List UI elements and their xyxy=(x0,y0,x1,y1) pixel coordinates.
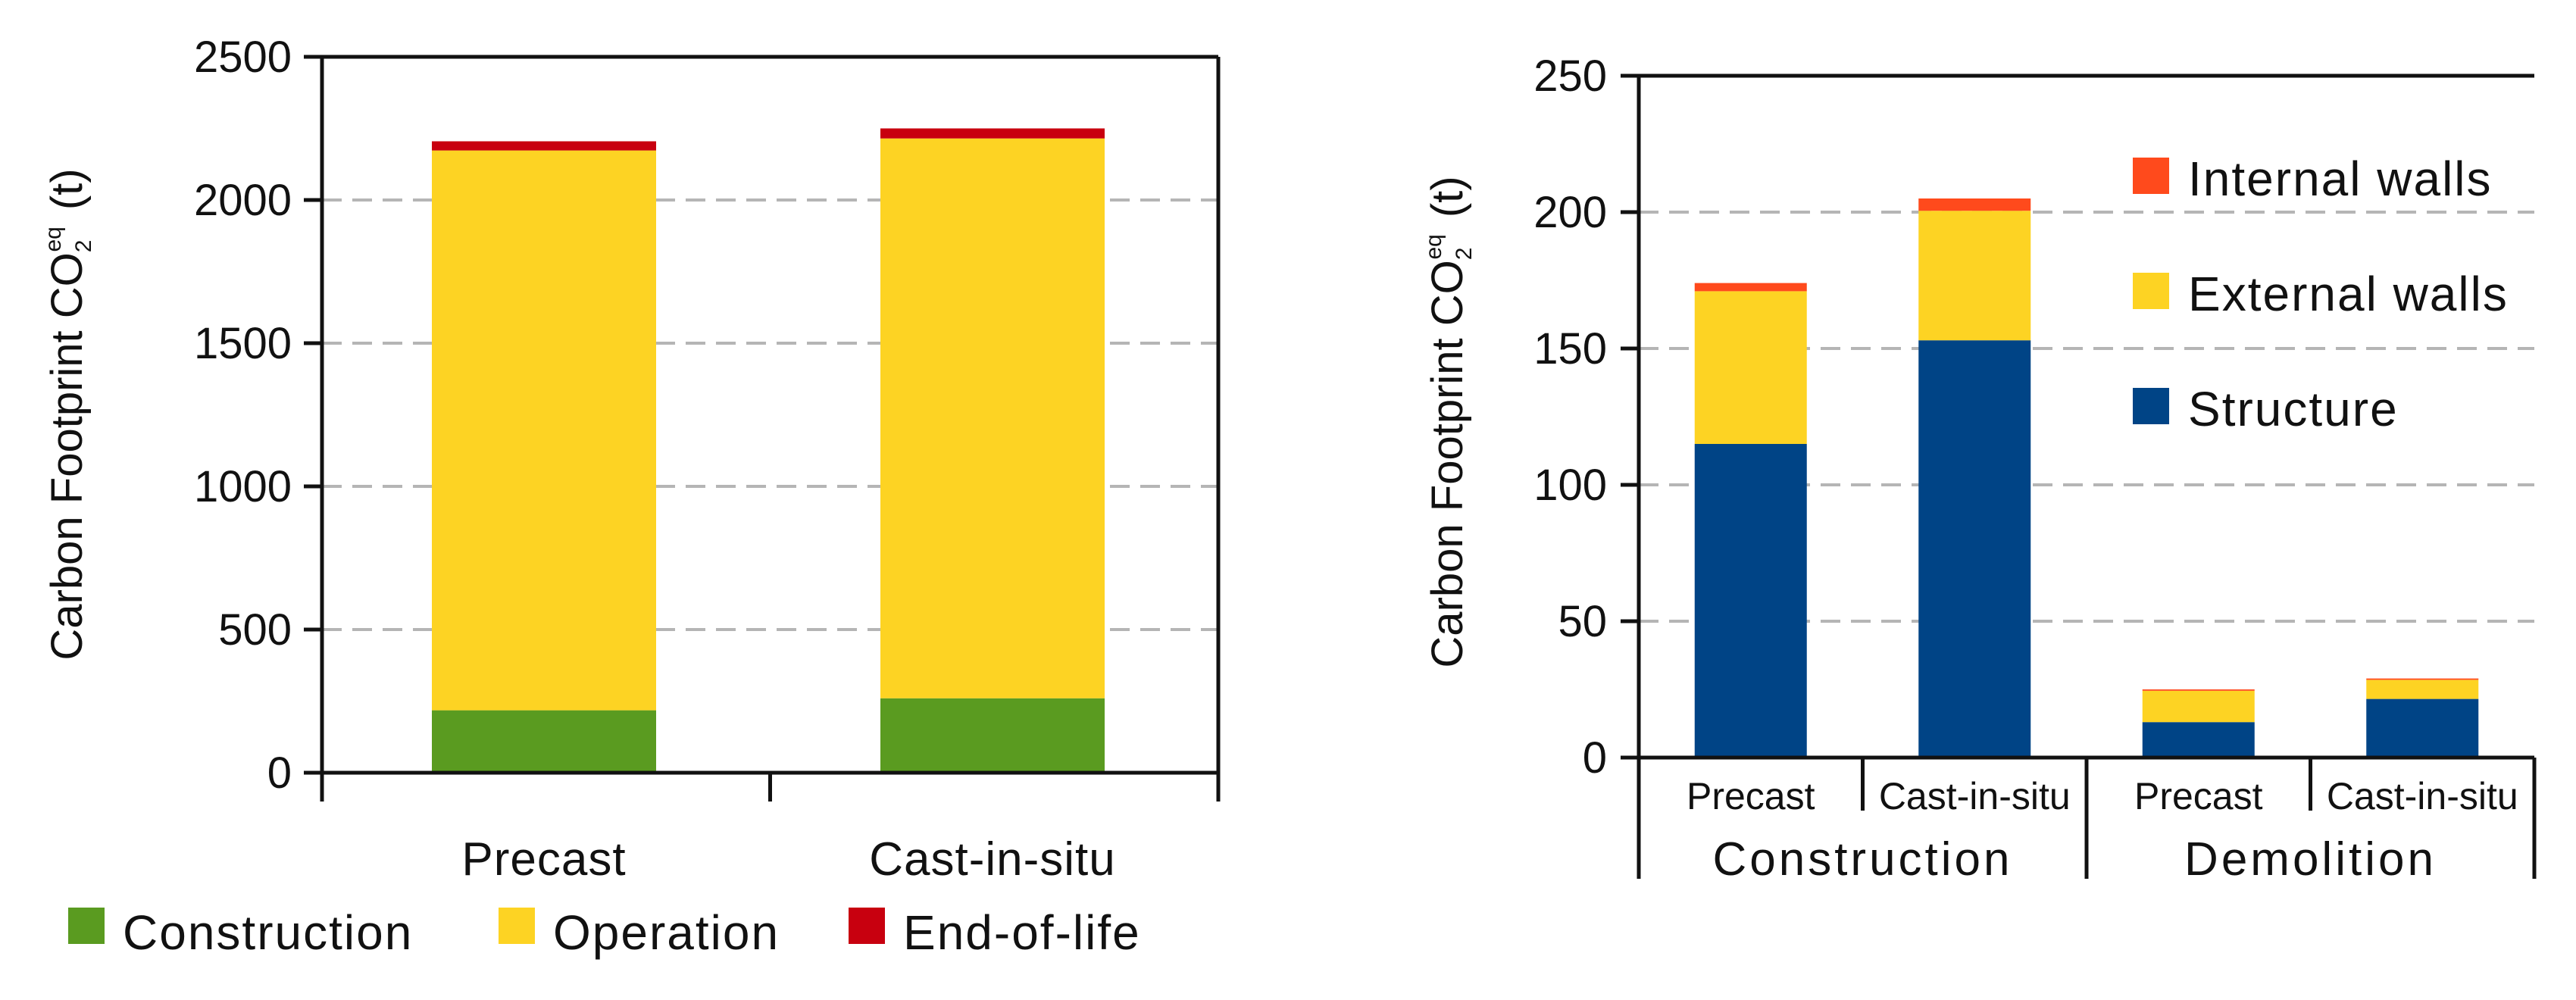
y-tick-label: 150 xyxy=(1533,324,1607,373)
x-category-label: Precast xyxy=(461,833,626,886)
x-category-label: Precast xyxy=(2134,775,2263,817)
bar-internal-walls-1 xyxy=(1918,198,2031,211)
bar-operation-precast xyxy=(432,150,656,711)
bar-structure-3 xyxy=(2366,698,2479,758)
x-category-label: Cast-in-situ xyxy=(2327,775,2518,817)
bar-construction-precast xyxy=(432,710,656,773)
legend-swatch-internal-walls xyxy=(2133,158,2169,194)
bar-external-walls-1 xyxy=(1918,211,2031,341)
y-tick-label: 0 xyxy=(1583,733,1607,783)
x-category-label: Precast xyxy=(1687,775,1815,817)
y-tick-label: 2000 xyxy=(194,176,292,225)
legend-swatch-end-of-life xyxy=(849,908,885,944)
legend-swatch-structure xyxy=(2133,388,2169,424)
legend-label-internal-walls: Internal walls xyxy=(2188,152,2493,206)
y-tick-label: 1500 xyxy=(194,319,292,368)
bar-end-of-life-precast xyxy=(432,141,656,151)
y-tick-label: 2500 xyxy=(194,33,292,82)
y-tick-label: 100 xyxy=(1533,461,1607,510)
y-tick-label: 0 xyxy=(267,748,292,798)
y-tick-label: 250 xyxy=(1533,52,1607,101)
left-chart: 0 500 1000 1500 2000 2500 Precast Cast-in-situ C… xyxy=(41,33,1221,960)
x-group-label-demolition: Demolition xyxy=(2184,833,2437,886)
y-axis-title: Carbon Footprint CO2eq(t) xyxy=(1421,176,1477,667)
legend-swatch-construction xyxy=(68,908,105,944)
x-category-label: Cast-in-situ xyxy=(869,833,1116,886)
x-category-label: Cast-in-situ xyxy=(1879,775,2071,817)
bar-structure-0 xyxy=(1694,444,1807,758)
bar-internal-walls-2 xyxy=(2142,689,2255,691)
y-tick-label: 200 xyxy=(1533,188,1607,237)
y-tick-label: 500 xyxy=(218,605,292,655)
y-tick-label: 1000 xyxy=(194,462,292,511)
bar-end-of-life-cast-in-situ xyxy=(880,128,1105,139)
bar-external-walls-0 xyxy=(1694,291,1807,444)
bar-external-walls-2 xyxy=(2142,690,2255,723)
legend-swatch-external-walls xyxy=(2133,273,2169,309)
legend-label-external-walls: External walls xyxy=(2188,267,2509,321)
right-chart: 0 50 100 150 200 250 Precast Cast-in-situ Precas… xyxy=(1421,52,2537,886)
legend-label-operation: Operation xyxy=(553,905,780,960)
y-tick-label: 50 xyxy=(1558,597,1607,646)
bar-internal-walls-0 xyxy=(1694,283,1807,292)
legend-swatch-operation xyxy=(499,908,535,944)
legend-label-construction: Construction xyxy=(123,905,413,960)
bar-operation-cast-in-situ xyxy=(880,138,1105,698)
legend-label-end-of-life: End-of-life xyxy=(903,905,1141,960)
bar-external-walls-3 xyxy=(2366,680,2479,699)
bar-structure-1 xyxy=(1918,340,2031,758)
bar-construction-cast-in-situ xyxy=(880,698,1105,773)
bar-structure-2 xyxy=(2142,722,2255,758)
legend-label-structure: Structure xyxy=(2188,382,2399,436)
y-axis-title: Carbon Footprint CO2eq(t) xyxy=(41,168,96,660)
x-group-label-construction: Construction xyxy=(1712,833,2012,886)
bar-internal-walls-3 xyxy=(2366,678,2479,680)
